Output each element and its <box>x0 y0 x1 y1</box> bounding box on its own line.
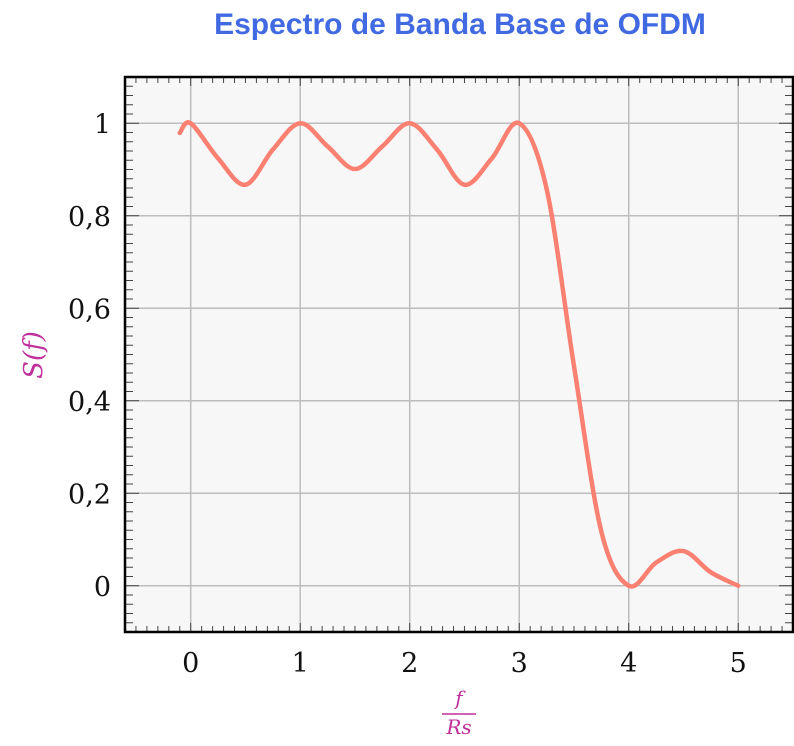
x-tick-label: 3 <box>511 648 528 679</box>
y-tick-label: 0 <box>94 572 111 603</box>
x-tick-label: 5 <box>730 648 747 679</box>
y-tick-label: 0,6 <box>68 294 111 325</box>
plot-area <box>125 77 793 632</box>
y-axis-label: S(f) <box>19 331 49 379</box>
x-axis-label-numerator: f <box>453 686 466 710</box>
y-tick-labels: 0 0,2 0,4 0,6 0,8 1 <box>68 109 111 603</box>
series-line <box>177 120 741 589</box>
x-axis-label-denominator: Rs <box>445 715 471 739</box>
y-tick-label: 0,8 <box>68 202 111 233</box>
y-tick-label: 0,2 <box>68 479 111 510</box>
x-tick-label: 0 <box>182 648 199 679</box>
x-tick-label: 2 <box>401 648 418 679</box>
y-tick-label: 0,4 <box>68 387 111 418</box>
x-tick-labels: 0 1 2 3 4 5 <box>182 648 747 679</box>
axis-frame <box>123 75 794 634</box>
x-tick-label: 4 <box>620 648 637 679</box>
x-tick-label: 1 <box>292 648 309 679</box>
y-tick-label: 1 <box>94 109 111 140</box>
grid <box>125 77 793 632</box>
chart-title: Espectro de Banda Base de OFDM <box>214 8 706 41</box>
